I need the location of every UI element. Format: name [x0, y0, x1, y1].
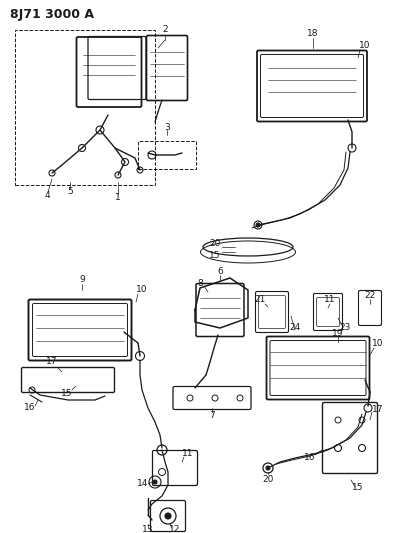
Text: 10: 10: [359, 42, 371, 51]
Text: 4: 4: [44, 190, 50, 199]
Text: 10: 10: [372, 340, 384, 349]
Text: 1: 1: [115, 192, 121, 201]
Ellipse shape: [256, 223, 260, 227]
Text: 13: 13: [142, 526, 154, 533]
Text: 17: 17: [372, 406, 384, 415]
Text: 17: 17: [46, 358, 58, 367]
Text: 9: 9: [79, 276, 85, 285]
Text: 16: 16: [24, 403, 36, 413]
Text: 22: 22: [364, 292, 376, 301]
Ellipse shape: [165, 513, 171, 519]
Text: 6: 6: [217, 268, 223, 277]
Text: 8: 8: [197, 279, 203, 287]
Bar: [15, 29, 155, 184]
Text: 20: 20: [209, 239, 221, 248]
Bar: [138, 141, 196, 169]
Text: 5: 5: [67, 188, 73, 197]
Text: 23: 23: [339, 324, 351, 333]
Text: 12: 12: [169, 526, 181, 533]
Text: 18: 18: [307, 29, 319, 38]
Ellipse shape: [153, 480, 157, 484]
Text: 8J71 3000 A: 8J71 3000 A: [10, 8, 94, 21]
Text: 20: 20: [262, 475, 274, 484]
Text: 11: 11: [324, 295, 336, 304]
Text: 16: 16: [304, 454, 316, 463]
Text: 19: 19: [332, 329, 344, 338]
Text: 15: 15: [61, 389, 73, 398]
Text: 14: 14: [137, 480, 149, 489]
Text: 2: 2: [162, 26, 168, 35]
Text: 7: 7: [209, 410, 215, 419]
Ellipse shape: [266, 466, 270, 470]
Text: 24: 24: [289, 324, 301, 333]
Text: 11: 11: [182, 449, 194, 458]
Text: 21: 21: [254, 295, 266, 304]
Text: 15: 15: [352, 483, 364, 492]
Text: 10: 10: [136, 286, 148, 295]
Text: 3: 3: [164, 123, 170, 132]
Text: 15: 15: [209, 252, 221, 261]
